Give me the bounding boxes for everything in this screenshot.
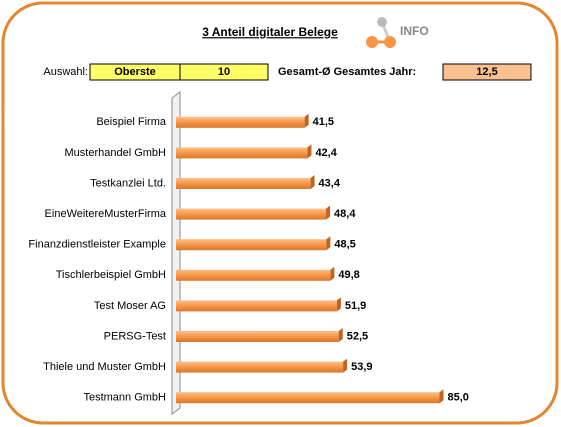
total-label: Gesamt-Ø Gesamtes Jahr: <box>278 66 416 78</box>
info-icon[interactable]: INFO <box>366 17 429 48</box>
y-tick-label: Beispiel Firma <box>96 116 167 128</box>
total-value: 12,5 <box>476 66 497 78</box>
y-tick-label: Tischlerbeispiel GmbH <box>56 269 166 281</box>
y-tick-label: Musterhandel GmbH <box>65 147 167 159</box>
bar-end <box>336 297 341 312</box>
bar-end <box>338 328 343 342</box>
bar <box>176 269 331 281</box>
data-label: 52,5 <box>347 330 368 342</box>
data-label: 53,9 <box>351 361 372 373</box>
icon-dot <box>384 36 396 48</box>
y-tick-label: Finanzdienstleister Example <box>28 239 166 251</box>
bar <box>176 116 305 128</box>
y-tick-label: PERSG-Test <box>104 330 166 342</box>
bar <box>176 361 344 373</box>
bar <box>176 331 339 342</box>
bar <box>176 208 327 220</box>
bar-end <box>304 113 309 128</box>
data-label: 48,5 <box>334 239 355 251</box>
total-field <box>442 63 532 81</box>
bar <box>176 300 337 312</box>
data-label: 43,4 <box>319 177 341 189</box>
data-label: 42,4 <box>315 147 337 159</box>
bar-end <box>343 358 348 373</box>
data-label: 49,8 <box>338 269 359 281</box>
bar-end <box>326 236 331 251</box>
y-tick-label: Testmann GmbH <box>83 392 166 404</box>
info-label[interactable]: INFO <box>400 24 429 38</box>
y-tick-label: Thiele und Muster GmbH <box>43 361 166 373</box>
bar-end <box>326 205 331 220</box>
y-tick-label: EineWeitereMusterFirma <box>45 208 167 220</box>
bar <box>176 392 440 404</box>
bar-end <box>307 144 312 159</box>
selection-label: Auswahl: <box>43 66 88 78</box>
selection-value: Oberste <box>114 66 156 78</box>
icon-dot <box>377 17 387 27</box>
bar <box>176 147 308 159</box>
y-tick-label: Test Moser AG <box>94 300 166 312</box>
count-value: 10 <box>218 66 230 78</box>
y-tick-label: Testkanzlei Ltd. <box>90 177 166 189</box>
data-label: 48,4 <box>334 208 356 220</box>
count-field[interactable] <box>179 63 269 81</box>
data-label: 41,5 <box>313 116 334 128</box>
bar <box>176 239 327 251</box>
chart-title: 3 Anteil digitaler Belege <box>202 25 338 39</box>
bar-end <box>310 175 315 189</box>
data-label: 51,9 <box>345 300 366 312</box>
bar-end <box>439 389 444 404</box>
data-label: 85,0 <box>448 392 469 404</box>
bar-end <box>330 266 335 281</box>
bar <box>176 178 311 189</box>
icon-dot <box>366 36 378 48</box>
